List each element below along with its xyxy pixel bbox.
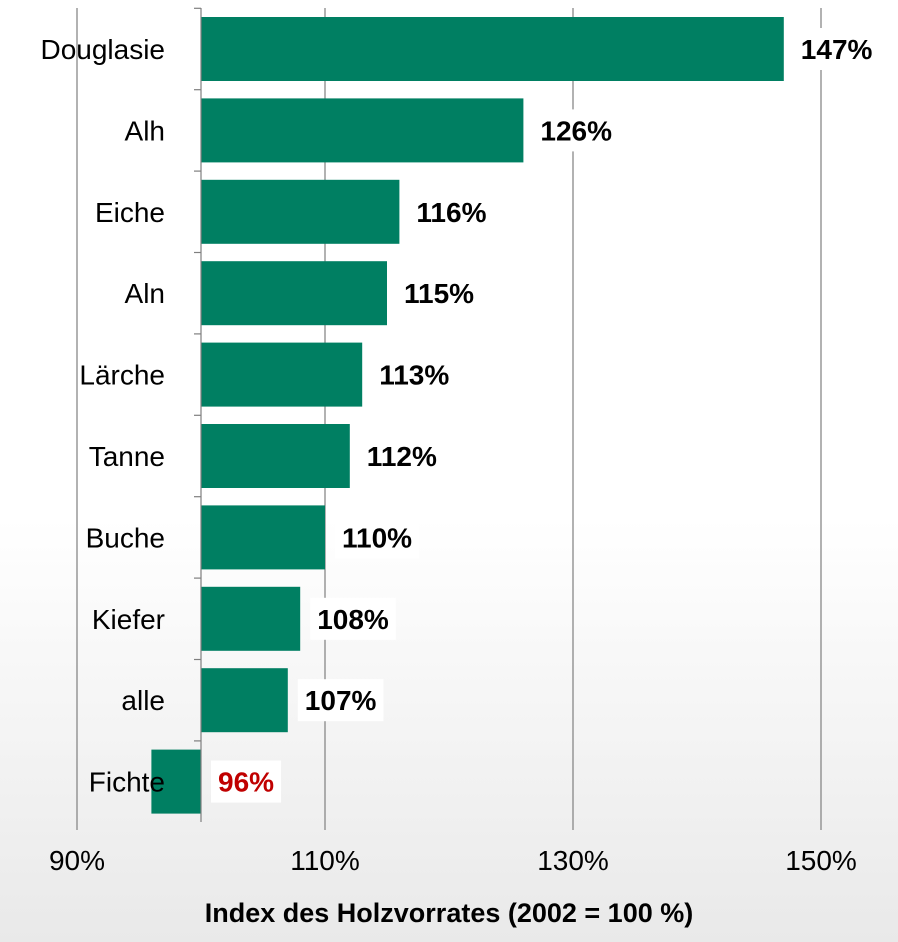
category-label-alh: Alh	[125, 115, 165, 146]
data-label-text: 116%	[416, 197, 486, 228]
category-label-aln: Aln	[125, 278, 165, 309]
data-label-text: 147%	[801, 34, 873, 65]
data-label-text: 112%	[367, 441, 437, 472]
bar-lärche	[201, 342, 363, 407]
data-label-fichte: 96%	[211, 760, 282, 803]
category-label-tanne: Tanne	[89, 441, 165, 472]
data-label-background	[397, 272, 482, 315]
bar-alle	[201, 668, 288, 733]
bar-tanne	[201, 424, 350, 488]
data-label-background	[211, 760, 282, 803]
data-label-kiefer: 108%	[310, 597, 396, 640]
bar-douglasie	[201, 17, 784, 81]
category-label-kiefer: Kiefer	[92, 604, 165, 635]
data-label-background	[310, 597, 396, 640]
data-label-background	[793, 28, 880, 70]
category-labels: Douglasie Alh Eiche Aln Lärche Tanne Buche Kief…	[40, 34, 165, 798]
bar-aln	[201, 261, 387, 326]
data-label-alle: 107%	[297, 679, 384, 722]
bar-eiche	[201, 179, 400, 244]
data-label-tanne: 112%	[359, 435, 444, 477]
data-label-text: 113%	[379, 360, 449, 391]
bar-kiefer	[201, 586, 301, 651]
bars	[151, 17, 784, 814]
data-label-douglasie: 147%	[793, 28, 880, 70]
data-labels: 147% 126% 116% 115% 113% 112% 110% 108% 107% 96%	[211, 28, 880, 803]
x-tick-labels: 90% 110% 130% 150%	[49, 845, 857, 876]
category-label-lärche: Lärche	[79, 360, 165, 391]
data-label-background	[359, 435, 444, 477]
data-label-alh: 126%	[533, 109, 620, 152]
category-axis	[194, 7, 202, 822]
data-label-text: 126%	[540, 115, 612, 146]
x-axis-title: Index des Holzvorrates (2002 = 100 %)	[205, 898, 693, 928]
bar-buche	[201, 505, 325, 570]
data-label-text: 110%	[342, 522, 412, 553]
data-label-background	[409, 190, 494, 233]
x-tick-label-110: 110%	[290, 845, 360, 876]
category-label-alle: alle	[121, 685, 165, 716]
category-label-douglasie: Douglasie	[40, 34, 165, 65]
bar-fichte	[151, 749, 201, 814]
x-tick-label-130: 130%	[537, 845, 609, 876]
category-label-buche: Buche	[86, 522, 165, 553]
data-label-text: 115%	[404, 278, 474, 309]
data-label-text: 107%	[305, 685, 377, 716]
data-label-text: 96%	[218, 767, 274, 798]
data-label-background	[533, 109, 620, 152]
data-label-buche: 110%	[335, 516, 420, 559]
data-label-text: 108%	[317, 604, 389, 635]
x-tick-label-90: 90%	[49, 845, 105, 876]
data-label-aln: 115%	[397, 272, 482, 315]
data-label-background	[297, 679, 384, 722]
category-label-fichte: Fichte	[89, 767, 165, 798]
data-label-eiche: 116%	[409, 190, 494, 233]
data-label-background	[372, 353, 457, 396]
data-label-lärche: 113%	[372, 353, 457, 396]
category-label-eiche: Eiche	[95, 197, 165, 228]
bar-alh	[201, 98, 524, 163]
x-tick-label-150: 150%	[785, 845, 857, 876]
data-label-background	[335, 516, 420, 559]
